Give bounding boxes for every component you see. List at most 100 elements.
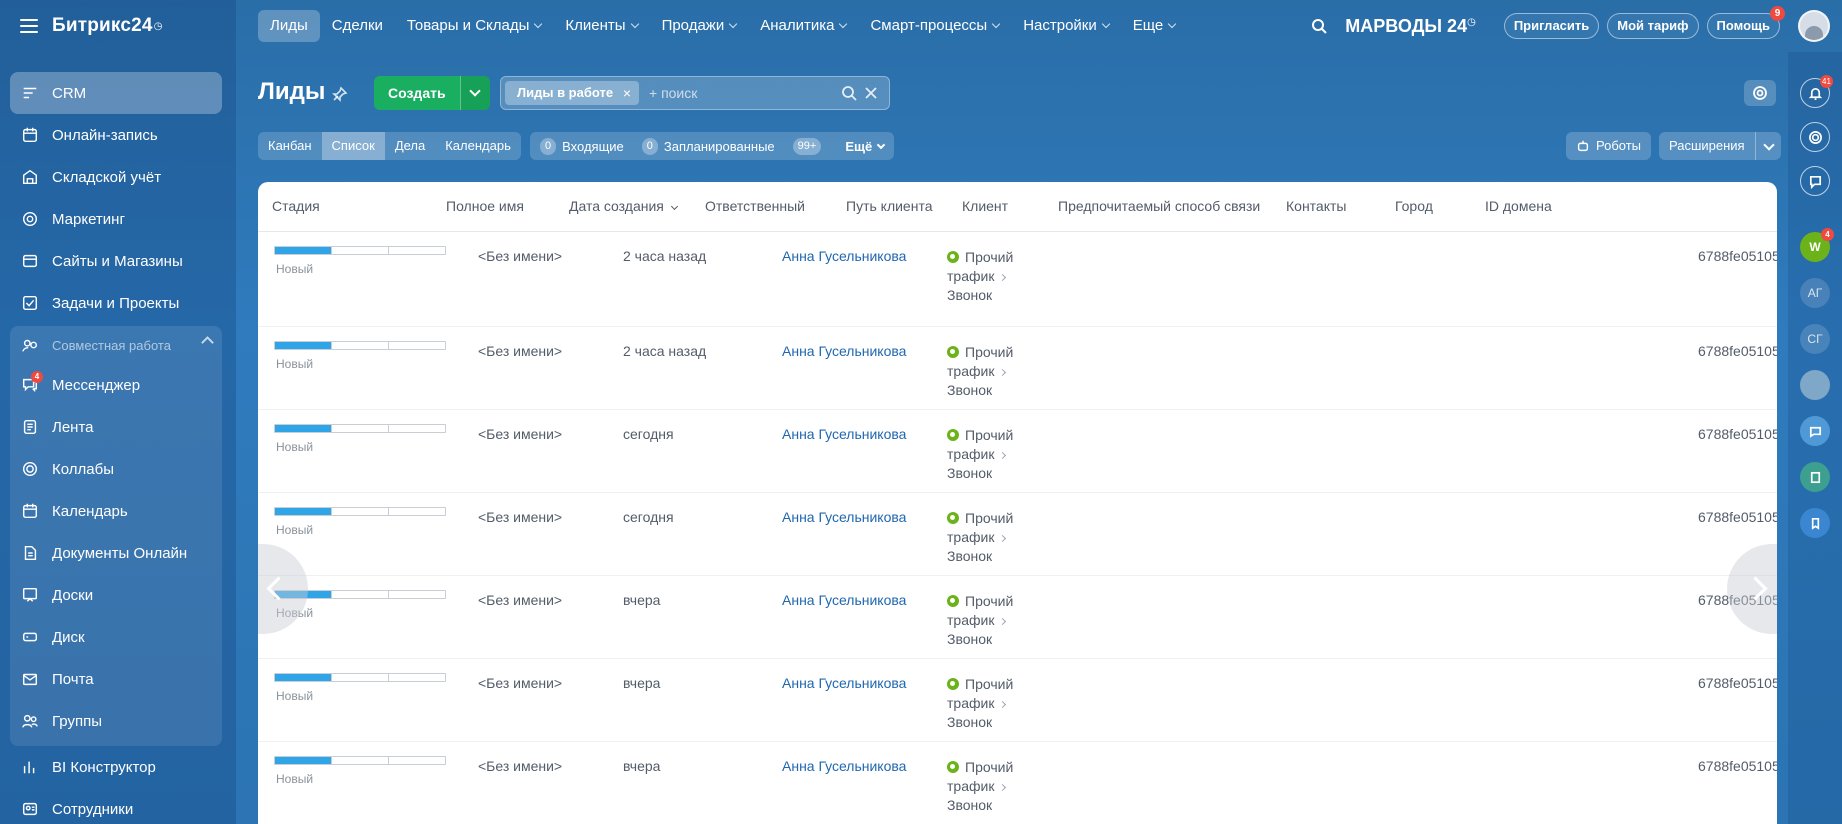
counter[interactable]: 0 Запланированные [641, 137, 775, 155]
filter-search-icon[interactable] [841, 85, 857, 101]
table-row[interactable]: Новый <Без имени> 2 часа назад Анна Гусельн… [258, 327, 1777, 410]
extensions-button[interactable]: Расширения [1659, 132, 1781, 160]
sidebar-item-bi[interactable]: BI Конструктор [10, 746, 222, 788]
extensions-dropdown-icon[interactable] [1754, 132, 1781, 160]
create-dropdown-icon[interactable] [459, 76, 490, 110]
user-sg-avatar[interactable]: СГ [1800, 324, 1830, 354]
help-button[interactable]: Помощь 9 [1706, 6, 1785, 39]
stage-progress[interactable] [274, 756, 446, 765]
sidebar-item-groups[interactable]: Группы [10, 700, 222, 742]
column-header[interactable]: ID домена [1485, 198, 1552, 214]
table-row[interactable]: Новый <Без имени> сегодня Анна Гусельникова… [258, 410, 1777, 493]
create-label[interactable]: Создать [374, 76, 460, 110]
menu-icon[interactable] [20, 19, 38, 33]
sidebar-item-boards[interactable]: Доски [10, 574, 222, 616]
invite-button[interactable]: Пригласить [1503, 13, 1600, 39]
column-header[interactable]: Стадия [272, 198, 320, 214]
top-nav-item[interactable]: Клиенты [553, 10, 649, 42]
sidebar-item-disk[interactable]: Диск [10, 616, 222, 658]
stage-progress[interactable] [274, 424, 446, 433]
filter-clear-icon[interactable] [863, 85, 879, 101]
sidebar-item-sites[interactable]: Сайты и Магазины [10, 240, 222, 282]
robots-button[interactable]: Роботы [1566, 132, 1652, 160]
sidebar-item-booking[interactable]: Онлайн-запись [10, 114, 222, 156]
top-nav-item[interactable]: Продажи [650, 10, 749, 42]
owner-link[interactable]: Анна Гусельникова [782, 758, 907, 774]
full-name[interactable]: <Без имени> [478, 675, 563, 691]
counters-more-button[interactable]: Ещё [845, 139, 886, 154]
filter-search[interactable]: Лиды в работе × + поиск [500, 76, 890, 110]
sidebar-item-tasks[interactable]: Задачи и Проекты [10, 282, 222, 324]
sidebar-item-calendar[interactable]: Календарь [10, 490, 222, 532]
top-nav-item[interactable]: Лиды [258, 10, 320, 42]
full-name[interactable]: <Без имени> [478, 592, 563, 608]
full-name[interactable]: <Без имени> [478, 426, 563, 442]
column-header[interactable]: Контакты [1286, 198, 1346, 214]
view-tab[interactable]: Календарь [445, 138, 511, 153]
sidebar-item-collabs[interactable]: Коллабы [10, 448, 222, 490]
chat-bubble-icon[interactable] [1800, 416, 1830, 446]
sidebar-item-employees[interactable]: Сотрудники [10, 788, 222, 824]
settings-button[interactable] [1744, 80, 1776, 106]
create-button[interactable]: Создать [374, 76, 490, 110]
bookmark-icon[interactable] [1800, 508, 1830, 538]
bell-icon[interactable]: 41 [1800, 75, 1833, 108]
table-row[interactable]: Новый <Без имени> 2 часа назад Анна Гусельн… [258, 232, 1777, 327]
sidebar-item-documents[interactable]: Документы Онлайн [10, 532, 222, 574]
table-row[interactable]: Новый <Без имени> вчера Анна Гусельникова Пр… [258, 576, 1777, 659]
top-nav-item[interactable]: Смарт-процессы [858, 10, 1011, 42]
search-input[interactable]: + поиск [649, 85, 698, 101]
full-name[interactable]: <Без имени> [478, 343, 563, 359]
table-row[interactable]: Новый <Без имени> вчера Анна Гусельникова Пр… [258, 742, 1777, 824]
full-name[interactable]: <Без имени> [478, 248, 563, 264]
owner-link[interactable]: Анна Гусельникова [782, 675, 907, 691]
counter[interactable]: 99+ [792, 137, 828, 155]
stage-progress[interactable] [274, 341, 446, 350]
column-header[interactable]: Ответственный [705, 198, 805, 214]
column-header[interactable]: Полное имя [446, 198, 524, 214]
view-tab[interactable]: Канбан [268, 138, 312, 153]
top-nav-item[interactable]: Товары и Склады [395, 10, 554, 42]
chip-close-icon[interactable]: × [622, 85, 632, 101]
search-icon[interactable] [1311, 18, 1328, 34]
sidebar-item-feed[interactable]: Лента [10, 406, 222, 448]
user-ag-avatar[interactable]: АГ [1800, 278, 1830, 308]
top-nav-item[interactable]: Аналитика [748, 10, 858, 42]
filter-chip[interactable]: Лиды в работе × [505, 81, 640, 105]
pin-icon[interactable] [332, 86, 348, 102]
brand-name[interactable]: Битрикс24 [52, 15, 153, 36]
owner-link[interactable]: Анна Гусельникова [782, 592, 907, 608]
full-name[interactable]: <Без имени> [478, 758, 563, 774]
table-row[interactable]: Новый <Без имени> вчера Анна Гусельникова Пр… [258, 659, 1777, 742]
view-tab[interactable]: Список [321, 132, 385, 160]
view-tab[interactable]: Дела [394, 138, 426, 153]
column-header[interactable]: Путь клиента [846, 198, 933, 214]
sidebar-item-marketing[interactable]: Маркетинг [10, 198, 222, 240]
portal-name[interactable]: МАРВОДЫ 24◷ [1345, 16, 1476, 37]
sidebar-item-messenger[interactable]: Мессенджер 4 [10, 364, 222, 406]
owner-link[interactable]: Анна Гусельникова [782, 426, 907, 442]
chat-icon[interactable] [1800, 166, 1830, 196]
counter[interactable]: 0 Входящие [540, 137, 624, 155]
owner-link[interactable]: Анна Гусельникова [782, 248, 907, 264]
sidebar-item-mail[interactable]: Почта [10, 658, 222, 700]
top-nav-item[interactable]: Сделки [320, 10, 395, 42]
stage-progress[interactable] [274, 673, 446, 682]
column-header[interactable]: Дата создания [569, 198, 678, 214]
top-nav-item[interactable]: Настройки [1011, 10, 1121, 42]
sidebar-item-crm[interactable]: CRM [10, 72, 222, 114]
sidebar-item-warehouse[interactable]: Складской учёт [10, 156, 222, 198]
doc-icon[interactable] [1800, 462, 1830, 492]
table-row[interactable]: Новый <Без имени> сегодня Анна Гусельникова… [258, 493, 1777, 576]
owner-link[interactable]: Анна Гусельникова [782, 509, 907, 525]
column-header[interactable]: Предпочитаемый способ связи [1058, 198, 1260, 214]
column-header[interactable]: Город [1395, 198, 1433, 214]
sidebar-group-header[interactable]: Совместная работа [10, 326, 222, 364]
group-avatar-icon[interactable] [1800, 370, 1830, 400]
top-nav-item[interactable]: Еще [1121, 10, 1188, 42]
stage-progress[interactable] [274, 246, 446, 255]
tariff-button[interactable]: Мой тариф [1607, 13, 1699, 39]
stage-progress[interactable] [274, 507, 446, 516]
avatar[interactable] [1798, 10, 1830, 42]
